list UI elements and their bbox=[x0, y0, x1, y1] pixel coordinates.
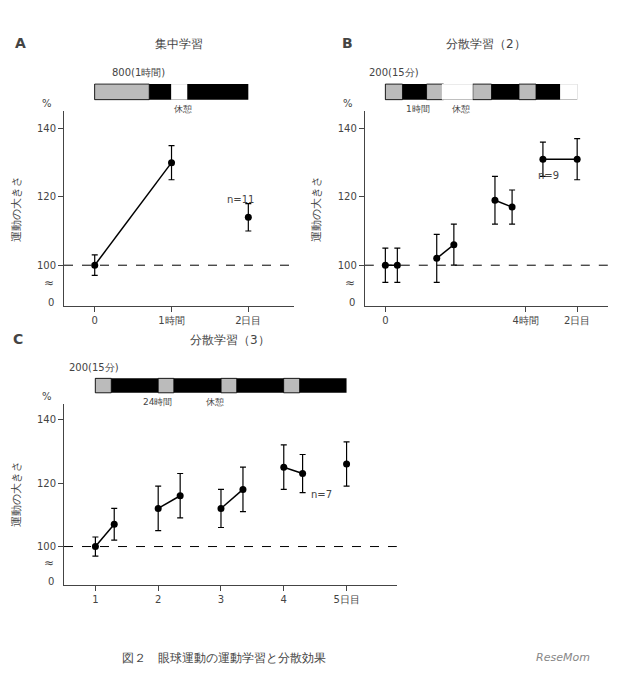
svg-text:休憩: 休憩 bbox=[174, 104, 192, 114]
svg-text:%: % bbox=[343, 98, 353, 109]
svg-text:B: B bbox=[342, 35, 353, 51]
svg-text:100: 100 bbox=[37, 541, 56, 552]
svg-text:0: 0 bbox=[349, 297, 355, 308]
svg-text:図２ 眼球運動の運動学習と分散効果: 図２ 眼球運動の運動学習と分散効果 bbox=[122, 651, 326, 665]
svg-text:C: C bbox=[13, 331, 23, 347]
svg-text:100: 100 bbox=[338, 260, 357, 271]
svg-text:%: % bbox=[42, 391, 52, 402]
svg-text:800(1時間): 800(1時間) bbox=[112, 67, 165, 78]
svg-text:1時間: 1時間 bbox=[158, 315, 184, 326]
svg-text:4時間: 4時間 bbox=[513, 315, 539, 326]
svg-text:≈: ≈ bbox=[345, 276, 355, 290]
svg-text:0: 0 bbox=[92, 315, 98, 326]
svg-text:2日目: 2日目 bbox=[564, 315, 590, 326]
svg-text:運動の大きさ: 運動の大きさ bbox=[10, 461, 23, 527]
svg-text:休憩: 休憩 bbox=[206, 397, 224, 407]
svg-text:2日目: 2日目 bbox=[235, 315, 261, 326]
svg-text:5日目: 5日目 bbox=[333, 594, 359, 605]
svg-text:休憩: 休憩 bbox=[452, 104, 470, 114]
svg-text:分散学習（2）: 分散学習（2） bbox=[446, 37, 526, 51]
svg-text:200(15分): 200(15分) bbox=[69, 362, 119, 373]
svg-text:≈: ≈ bbox=[44, 556, 54, 570]
svg-text:A: A bbox=[15, 35, 26, 51]
svg-text:140: 140 bbox=[37, 123, 56, 134]
svg-text:120: 120 bbox=[338, 191, 357, 202]
svg-text:140: 140 bbox=[338, 123, 357, 134]
svg-text:120: 120 bbox=[37, 191, 56, 202]
svg-text:%: % bbox=[42, 98, 52, 109]
svg-text:分散学習（3）: 分散学習（3） bbox=[190, 333, 270, 347]
svg-text:1時間: 1時間 bbox=[406, 104, 430, 114]
svg-text:ReseMom: ReseMom bbox=[536, 651, 590, 664]
svg-text:n=11: n=11 bbox=[227, 194, 254, 205]
svg-text:1: 1 bbox=[92, 594, 98, 605]
svg-text:n=7: n=7 bbox=[311, 489, 332, 500]
svg-text:4: 4 bbox=[281, 594, 287, 605]
svg-text:2: 2 bbox=[155, 594, 161, 605]
svg-text:0: 0 bbox=[382, 315, 388, 326]
svg-text:0: 0 bbox=[48, 576, 54, 587]
svg-text:運動の大きさ: 運動の大きさ bbox=[310, 176, 323, 242]
svg-text:200(15分): 200(15分) bbox=[369, 67, 419, 78]
svg-text:24時間: 24時間 bbox=[143, 397, 172, 407]
svg-text:0: 0 bbox=[48, 297, 54, 308]
svg-text:3: 3 bbox=[218, 594, 224, 605]
svg-text:運動の大きさ: 運動の大きさ bbox=[10, 176, 23, 242]
svg-text:≈: ≈ bbox=[44, 276, 54, 290]
svg-text:100: 100 bbox=[37, 260, 56, 271]
svg-text:集中学習: 集中学習 bbox=[155, 37, 203, 51]
svg-text:120: 120 bbox=[37, 478, 56, 489]
svg-text:140: 140 bbox=[37, 414, 56, 425]
svg-text:n=9: n=9 bbox=[538, 170, 559, 181]
